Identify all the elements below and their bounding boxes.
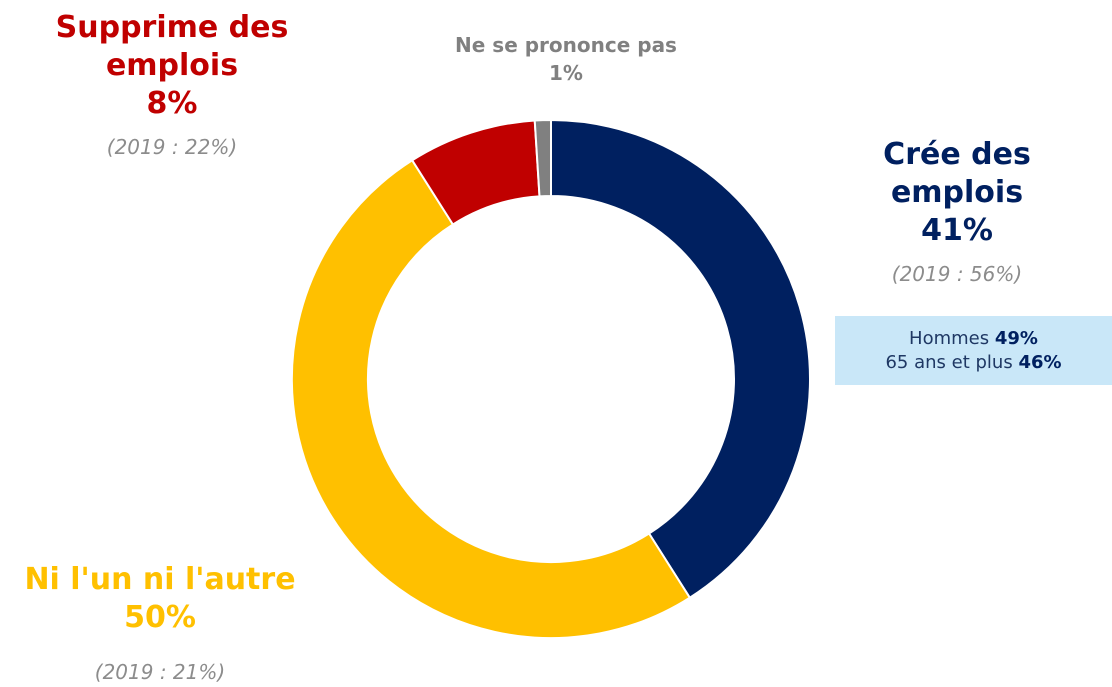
callout: Hommes 49% 65 ans et plus 46% (835, 316, 1112, 385)
value-label: 50% (124, 600, 196, 635)
category-name: Crée des emplois (883, 137, 1031, 210)
slice-label: Crée des emplois 41% (847, 136, 1067, 250)
annotation: (2019 : 56%) (891, 262, 1023, 286)
annotation: (2019 : 22%) (106, 135, 238, 159)
donut-slice (550, 118, 811, 600)
donut-slice (533, 118, 552, 198)
annotation: (2019 : 21%) (94, 660, 226, 684)
callout-value: 46% (1018, 351, 1062, 373)
category-name: Supprime des emplois (55, 10, 289, 83)
callout-text: 65 ans et plus (885, 351, 1013, 373)
callout-value: 49% (994, 327, 1038, 349)
value-label: 8% (146, 86, 198, 121)
callout-line: 65 ans et plus 46% (835, 351, 1112, 375)
callout-text: Hommes (909, 327, 990, 349)
donut-slice (290, 158, 692, 640)
slice-label: Ne se prononce pas 1% (406, 31, 726, 87)
slice-label: Ni l'un ni l'autre 50% (0, 561, 330, 637)
value-label: 41% (921, 213, 993, 248)
value-label: 1% (549, 61, 583, 85)
slice-label: Supprime des emplois 8% (27, 9, 317, 123)
category-name: Ne se prononce pas (455, 33, 677, 57)
callout-line: Hommes 49% (835, 327, 1112, 351)
category-name: Ni l'un ni l'autre (24, 562, 296, 597)
